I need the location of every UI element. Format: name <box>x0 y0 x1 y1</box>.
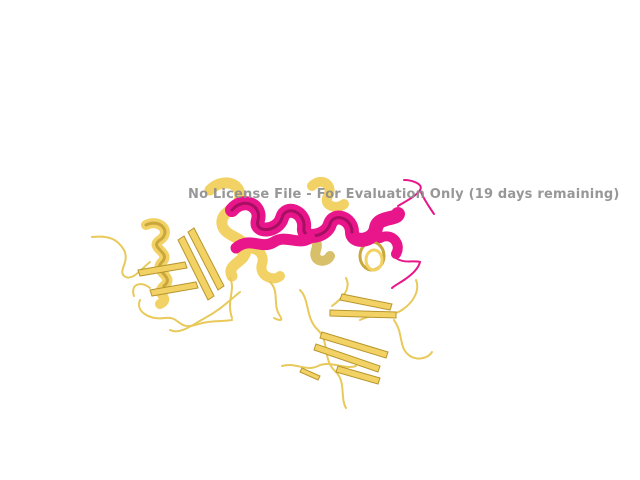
chain-a-right-sheet <box>299 293 397 385</box>
chain-b-loops <box>391 179 435 289</box>
chain-a-lower-tail <box>229 277 283 321</box>
chain-a-left-sheet <box>137 227 225 301</box>
evaluation-watermark: No License File - For Evaluation Only (1… <box>188 187 620 202</box>
chain-b-helices <box>225 196 405 259</box>
